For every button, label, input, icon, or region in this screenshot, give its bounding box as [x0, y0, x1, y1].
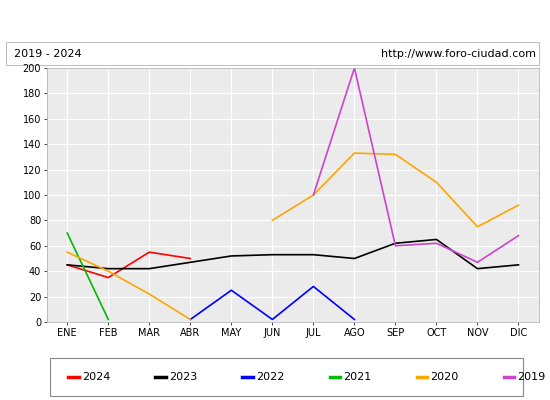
- Text: 2022: 2022: [256, 372, 285, 382]
- Text: http://www.foro-ciudad.com: http://www.foro-ciudad.com: [381, 49, 536, 59]
- Text: Evolucion Nº Turistas Extranjeros en el municipio de Trescasas: Evolucion Nº Turistas Extranjeros en el …: [36, 14, 514, 28]
- Text: 2020: 2020: [431, 372, 459, 382]
- Text: 2023: 2023: [169, 372, 197, 382]
- Text: 2024: 2024: [82, 372, 111, 382]
- Text: 2019 - 2024: 2019 - 2024: [14, 49, 81, 59]
- Text: 2021: 2021: [343, 372, 372, 382]
- Text: 2019: 2019: [518, 372, 546, 382]
